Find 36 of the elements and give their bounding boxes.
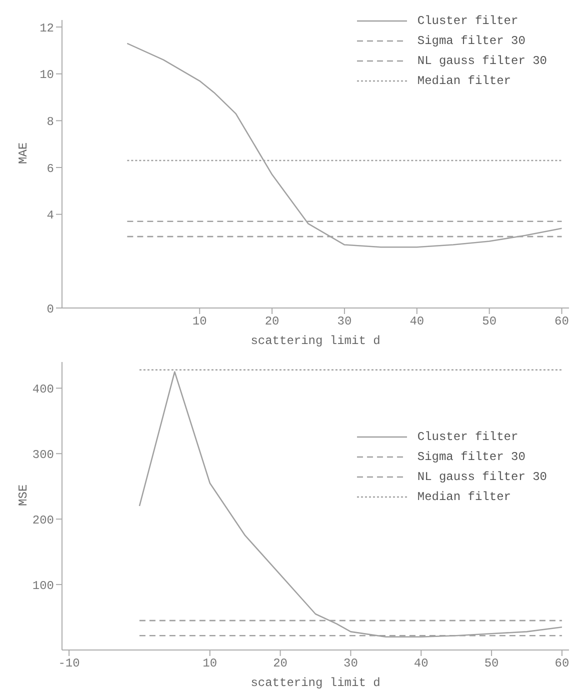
legend-label: Median filter — [417, 74, 511, 88]
x-tick-label: 30 — [337, 314, 352, 329]
y-tick-label: 100 — [32, 578, 54, 593]
x-tick-label: 30 — [344, 656, 358, 671]
y-axis-title: MAE — [16, 142, 30, 164]
y-tick-label: 0 — [46, 302, 54, 316]
y-tick-label: 12 — [40, 21, 54, 36]
line-series — [138, 371, 563, 638]
y-tick-label: 10 — [40, 68, 54, 82]
x-tick-label: 10 — [202, 656, 218, 671]
legend-label: Cluster filter — [417, 430, 518, 444]
x-axis-title: scattering limit d — [250, 334, 380, 348]
x-tick-label: 60 — [554, 314, 569, 329]
y-tick-label: 200 — [32, 513, 54, 528]
y-tick-label: 6 — [46, 162, 54, 176]
x-tick-label: 10 — [192, 314, 207, 329]
y-axis-title: MSE — [16, 484, 30, 506]
legend-label: Sigma filter 30 — [417, 34, 526, 48]
x-tick-label: 40 — [414, 656, 428, 671]
legend-label: NL gauss filter 30 — [417, 54, 547, 68]
legend-label: Cluster filter — [417, 14, 518, 28]
x-tick-label: 20 — [264, 314, 280, 329]
x-tick-label: -10 — [58, 656, 80, 671]
legend-label: Sigma filter 30 — [417, 450, 526, 464]
x-axis-title: scattering limit d — [250, 676, 380, 690]
x-tick-label: 60 — [554, 656, 570, 671]
x-tick-label: 20 — [273, 656, 288, 671]
legend-label: Median filter — [417, 490, 511, 504]
y-tick-label: 8 — [46, 114, 54, 129]
y-tick-label: 300 — [32, 448, 54, 462]
y-tick-label: 4 — [46, 208, 54, 223]
legend-label: NL gauss filter 30 — [417, 470, 547, 484]
x-tick-label: 40 — [410, 314, 424, 329]
y-tick-label: 400 — [32, 382, 54, 396]
x-tick-label: 50 — [484, 656, 499, 671]
x-tick-label: 50 — [482, 314, 497, 329]
